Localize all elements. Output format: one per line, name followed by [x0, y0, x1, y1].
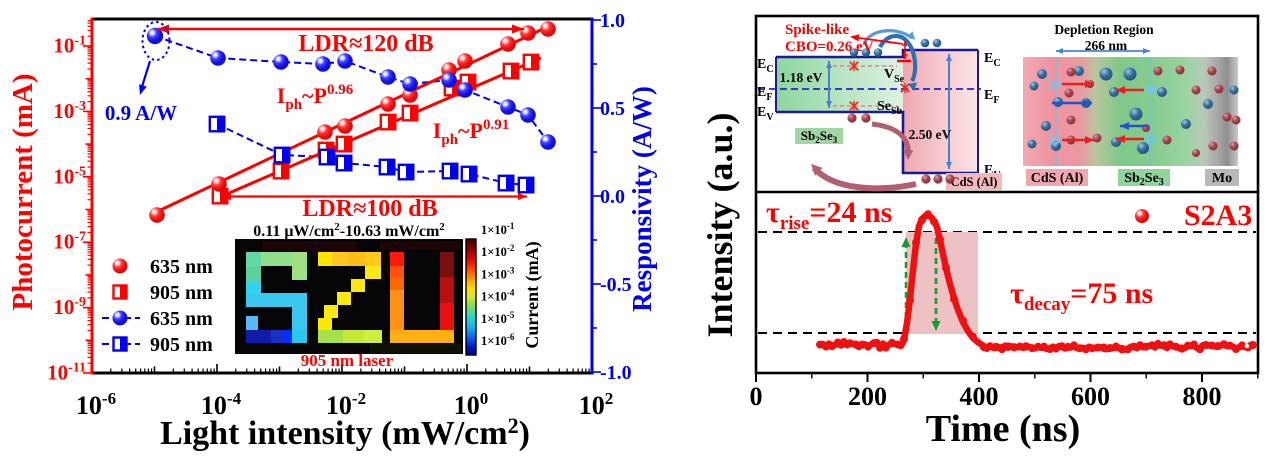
svg-text:0.5: 0.5	[600, 98, 625, 120]
svg-text:Current (mA): Current (mA)	[522, 241, 543, 348]
svg-text:905 nm: 905 nm	[150, 282, 213, 304]
svg-text:1×10-2: 1×10-2	[481, 243, 515, 259]
svg-text:10-4: 10-4	[201, 389, 242, 420]
svg-text:Mo: Mo	[1212, 171, 1232, 186]
svg-text:400: 400	[960, 382, 999, 411]
svg-text:1.18 eV: 1.18 eV	[780, 70, 823, 85]
svg-text:905 nm: 905 nm	[150, 334, 213, 356]
svg-text:Responsivity (A/W): Responsivity (A/W)	[627, 86, 657, 312]
svg-text:266 nm: 266 nm	[1085, 38, 1128, 53]
svg-text:Spike-like: Spike-like	[785, 22, 850, 38]
svg-text:S2A3: S2A3	[1184, 199, 1252, 232]
svg-text:1×10-3: 1×10-3	[481, 265, 515, 281]
svg-text:τrise=24 ns: τrise=24 ns	[766, 196, 892, 234]
svg-text:-0.5: -0.5	[600, 274, 632, 296]
svg-text:600: 600	[1071, 382, 1110, 411]
svg-text:Intensity (a.u.): Intensity (a.u.)	[700, 112, 740, 337]
svg-text:Sb2Se3: Sb2Se3	[1124, 171, 1164, 188]
svg-text:CdS (Al): CdS (Al)	[1031, 171, 1084, 186]
svg-text:LDR≈100 dB: LDR≈100 dB	[302, 196, 437, 222]
svg-text:Light intensity (mW/cm2): Light intensity (mW/cm2)	[160, 413, 530, 452]
svg-text:Photocurrent (mA): Photocurrent (mA)	[7, 73, 39, 310]
svg-text:1×10-1: 1×10-1	[481, 221, 515, 237]
svg-text:CdS (Al): CdS (Al)	[951, 175, 998, 189]
svg-text:CBO=0.26 eV: CBO=0.26 eV	[785, 39, 874, 55]
svg-text:0.9 A/W: 0.9 A/W	[105, 101, 177, 125]
svg-text:τdecay=75 ns: τdecay=75 ns	[1010, 277, 1153, 315]
svg-text:800: 800	[1183, 382, 1222, 411]
svg-text:0: 0	[750, 382, 763, 411]
svg-text:Sb2Se3: Sb2Se3	[801, 128, 838, 145]
svg-text:200: 200	[848, 382, 887, 411]
svg-text:1.0: 1.0	[600, 10, 625, 32]
svg-text:635 nm: 635 nm	[150, 308, 213, 330]
svg-text:1×10-4: 1×10-4	[481, 288, 515, 304]
svg-text:905 nm laser: 905 nm laser	[301, 351, 394, 370]
svg-text:Depletion Region: Depletion Region	[1054, 22, 1154, 37]
svg-text:-1.0: -1.0	[600, 362, 632, 384]
svg-text:Time (ns): Time (ns)	[926, 408, 1080, 450]
svg-text:0.0: 0.0	[600, 186, 625, 208]
svg-text:635 nm: 635 nm	[150, 256, 213, 278]
svg-text:0.11 μW/cm2-10.63 mW/cm2: 0.11 μW/cm2-10.63 mW/cm2	[253, 221, 445, 240]
svg-text:1×10-5: 1×10-5	[481, 310, 515, 326]
svg-text:LDR≈120 dB: LDR≈120 dB	[298, 31, 433, 57]
svg-text:2.50 eV: 2.50 eV	[909, 127, 952, 142]
svg-text:10-7: 10-7	[53, 230, 86, 254]
svg-text:1×10-6: 1×10-6	[481, 332, 515, 348]
